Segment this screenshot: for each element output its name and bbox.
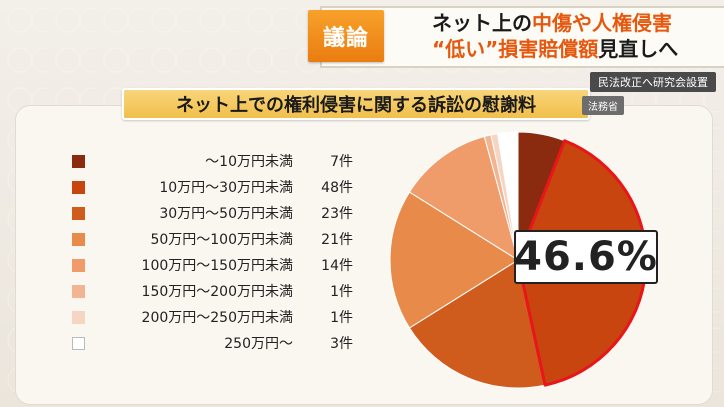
headline-line-1-plain: ネット上の bbox=[432, 11, 532, 35]
headline-line-2-plain: 見直しへ bbox=[598, 37, 679, 61]
legend-count: 14件 bbox=[321, 258, 353, 274]
legend-swatch bbox=[72, 258, 85, 272]
legend-count: 21件 bbox=[321, 232, 353, 248]
highlight-percentage-label: 46.6% bbox=[514, 230, 658, 284]
legend-count: 48件 bbox=[321, 180, 353, 196]
legend-label: 100万円〜150万円未満 bbox=[141, 258, 293, 274]
legend-swatch bbox=[72, 232, 85, 246]
legend-label: 200万円〜250万円未満 bbox=[141, 310, 293, 326]
headline-line-2: “低い”損害賠償額見直しへ bbox=[432, 36, 722, 62]
chart-title: ネット上での権利侵害に関する訴訟の慰謝料 bbox=[122, 88, 590, 120]
headline-box bbox=[320, 6, 724, 68]
legend-item: 100万円〜150万円未満 14件 bbox=[72, 252, 372, 278]
legend-item: 250万円〜 3件 bbox=[72, 330, 372, 356]
legend-swatch bbox=[72, 154, 85, 168]
legend-count: 1件 bbox=[330, 310, 353, 326]
legend-item: 30万円〜50万円未満 23件 bbox=[72, 200, 372, 226]
legend-swatch bbox=[72, 180, 85, 194]
headline-text: ネット上の中傷や人権侵害 “低い”損害賠償額見直しへ bbox=[432, 10, 722, 62]
legend-count: 23件 bbox=[321, 206, 353, 222]
pie-slice bbox=[408, 259, 546, 389]
headline-line-2-highlight: “低い”損害賠償額 bbox=[432, 37, 599, 61]
pie-slice bbox=[497, 131, 519, 261]
legend-swatch bbox=[72, 336, 85, 350]
legend-swatch bbox=[72, 206, 85, 220]
headline-line-1-highlight: 中傷や人権侵害 bbox=[532, 11, 672, 35]
legend-count: 1件 bbox=[330, 284, 353, 300]
sub-caption: 民法改正へ研究会設置 bbox=[590, 72, 716, 92]
legend-label: 50万円〜100万円未満 bbox=[150, 232, 293, 248]
legend-item: 10万円〜30万円未満 48件 bbox=[72, 174, 372, 200]
legend-item: 〜10万円未満 7件 bbox=[72, 148, 372, 174]
legend-label: 250万円〜 bbox=[224, 336, 293, 352]
headline-line-1: ネット上の中傷や人権侵害 bbox=[432, 10, 722, 36]
chart-legend: 〜10万円未満 7件 10万円〜30万円未満 48件 30万円〜50万円未満 23件 50万… bbox=[72, 148, 372, 356]
legend-swatch bbox=[72, 310, 85, 324]
source-tag: 法務省 bbox=[582, 96, 624, 115]
legend-swatch bbox=[72, 284, 85, 298]
legend-count: 7件 bbox=[330, 154, 353, 170]
pie-slice bbox=[389, 191, 519, 329]
legend-label: 30万円〜50万円未満 bbox=[159, 206, 293, 222]
legend-label: 〜10万円未満 bbox=[205, 154, 293, 170]
legend-label: 10万円〜30万円未満 bbox=[159, 180, 293, 196]
legend-item: 200万円〜250万円未満 1件 bbox=[72, 304, 372, 330]
legend-item: 150万円〜200万円未満 1件 bbox=[72, 278, 372, 304]
legend-count: 3件 bbox=[330, 336, 353, 352]
legend-label: 150万円〜200万円未満 bbox=[141, 284, 293, 300]
topic-badge: 議論 bbox=[308, 10, 384, 62]
legend-item: 50万円〜100万円未満 21件 bbox=[72, 226, 372, 252]
pie-slice bbox=[408, 135, 519, 262]
